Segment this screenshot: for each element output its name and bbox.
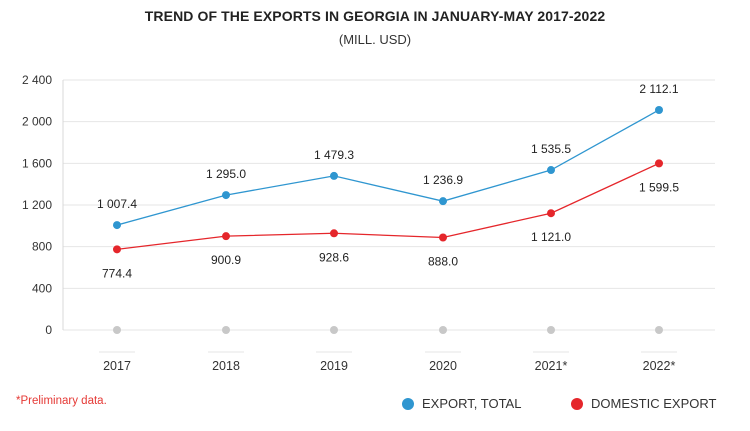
x-tick-label: 2017: [103, 359, 131, 373]
y-tick-label: 2 000: [22, 115, 52, 129]
data-label-domestic-export: 1 599.5: [639, 180, 679, 194]
data-label-domestic-export: 888.0: [428, 255, 458, 269]
data-label-export-total: 1 007.4: [97, 197, 137, 211]
baseline-point: [222, 326, 230, 334]
y-tick-label: 800: [32, 240, 52, 254]
legend-item-domestic-export: DOMESTIC EXPORT: [571, 396, 716, 411]
data-point-export-total: [113, 221, 121, 230]
baseline-point: [113, 326, 121, 334]
y-tick-label: 2 400: [22, 73, 52, 87]
data-point-export-total: [222, 191, 230, 200]
legend-label-export-total: EXPORT, TOTAL: [422, 396, 522, 411]
series-line-domestic-export: [116, 162, 660, 250]
data-point-export-total: [655, 105, 663, 114]
y-tick-label: 1 600: [22, 156, 52, 170]
y-tick-label: 1 200: [22, 198, 52, 212]
legend-label-domestic-export: DOMESTIC EXPORT: [591, 396, 717, 411]
x-tick-label: 2018: [212, 359, 240, 373]
data-label-domestic-export: 774.4: [102, 266, 132, 280]
baseline-point: [655, 326, 663, 334]
y-tick-label: 400: [32, 281, 52, 295]
x-tick-label: 2019: [320, 359, 348, 373]
data-point-domestic-export: [547, 209, 555, 218]
legend-marker-export-total: [402, 397, 414, 410]
data-point-domestic-export: [222, 232, 230, 241]
baseline-point: [439, 326, 447, 334]
preliminary-note: *Preliminary data.: [16, 395, 107, 407]
data-point-export-total: [330, 171, 338, 180]
data-label-export-total: 1 295.0: [206, 167, 246, 181]
data-point-domestic-export: [655, 159, 663, 168]
data-label-export-total: 1 236.9: [423, 173, 463, 187]
data-point-domestic-export: [330, 229, 338, 238]
data-label-export-total: 1 535.5: [531, 142, 571, 156]
x-tick-label: 2021*: [535, 359, 568, 373]
baseline-point: [547, 326, 555, 334]
x-tick-label: 2022*: [643, 359, 676, 373]
data-label-export-total: 1 479.3: [314, 148, 354, 162]
data-label-export-total: 2 112.1: [639, 82, 678, 96]
legend-marker-domestic-export: [571, 397, 583, 410]
data-label-domestic-export: 1 121.0: [531, 230, 571, 244]
chart-title: TREND OF THE EXPORTS IN GEORGIA IN JANUA…: [144, 8, 606, 24]
x-tick-label: 2020: [429, 359, 457, 373]
data-point-domestic-export: [439, 233, 447, 242]
series-line-export-total: [116, 109, 660, 226]
data-label-domestic-export: 900.9: [211, 253, 241, 267]
baseline-point: [330, 326, 338, 334]
data-point-domestic-export: [113, 245, 121, 254]
legend-item-export-total: EXPORT, TOTAL: [402, 396, 521, 411]
data-label-domestic-export: 928.6: [319, 250, 349, 264]
y-tick-label: 0: [45, 323, 52, 337]
chart-subtitle: (MILL. USD): [338, 32, 412, 47]
data-point-export-total: [547, 166, 555, 175]
data-point-export-total: [439, 197, 447, 206]
